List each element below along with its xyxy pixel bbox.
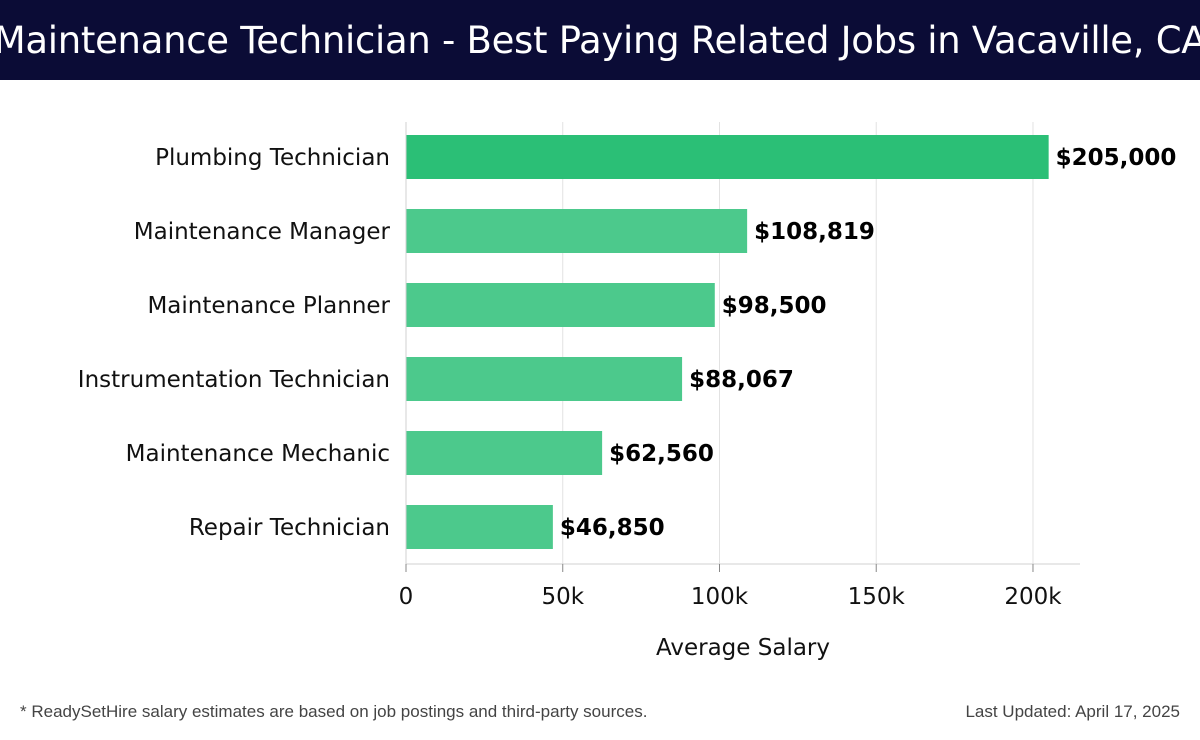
x-tick-label-2: 100k: [691, 584, 749, 610]
x-tick-label-4: 200k: [1004, 584, 1062, 610]
x-tick-label-0: 0: [399, 584, 414, 610]
bar-4: [406, 431, 603, 475]
category-label-0: Plumbing Technician: [155, 145, 390, 171]
x-axis-title: Average Salary: [656, 635, 830, 661]
chart-title: Maintenance Technician - Best Paying Rel…: [0, 18, 1200, 62]
bar-0: [406, 135, 1049, 179]
footer-note: * ReadySetHire salary estimates are base…: [20, 702, 648, 721]
category-label-2: Maintenance Planner: [147, 293, 390, 319]
value-label-3: $88,067: [689, 367, 794, 393]
footer-updated: Last Updated: April 17, 2025: [965, 702, 1180, 721]
category-label-5: Repair Technician: [189, 515, 390, 541]
value-label-5: $46,850: [560, 515, 665, 541]
value-label-4: $62,560: [609, 441, 714, 467]
bar-5: [406, 505, 553, 549]
category-label-1: Maintenance Manager: [134, 219, 391, 245]
salary-bar-chart: Plumbing Technician $205,000 Maintenance M…: [78, 122, 1177, 661]
category-label-4: Maintenance Mechanic: [126, 441, 390, 467]
x-tick-label-1: 50k: [541, 584, 584, 610]
category-label-3: Instrumentation Technician: [78, 367, 390, 393]
value-label-0: $205,000: [1056, 145, 1177, 171]
x-tick-label-3: 150k: [848, 584, 906, 610]
value-label-2: $98,500: [722, 293, 827, 319]
value-label-1: $108,819: [754, 219, 875, 245]
chart-header: Maintenance Technician - Best Paying Rel…: [0, 0, 1200, 80]
bar-3: [406, 357, 683, 401]
bar-1: [406, 209, 748, 253]
bar-2: [406, 283, 715, 327]
